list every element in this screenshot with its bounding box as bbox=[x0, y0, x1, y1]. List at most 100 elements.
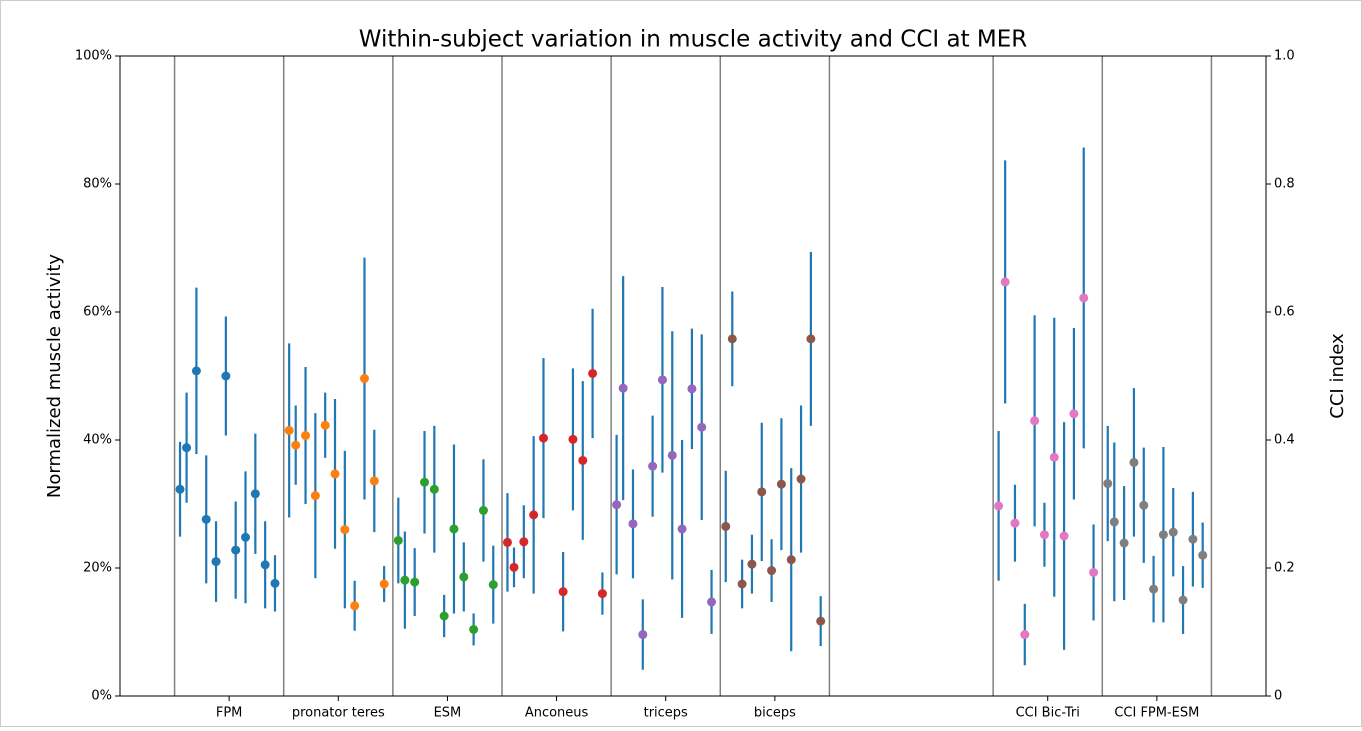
point bbox=[677, 524, 687, 534]
point bbox=[1039, 530, 1049, 540]
point bbox=[379, 579, 389, 589]
x-tick-label: pronator teres bbox=[292, 706, 385, 721]
point bbox=[231, 545, 241, 555]
point bbox=[558, 587, 568, 597]
chart-title: Within-subject variation in muscle activ… bbox=[359, 27, 1028, 53]
point bbox=[320, 420, 330, 430]
point bbox=[211, 557, 221, 567]
y2-tick-label: 0.6 bbox=[1274, 305, 1295, 320]
point bbox=[509, 562, 519, 572]
point bbox=[529, 510, 539, 520]
point bbox=[816, 616, 826, 626]
y2-tick-label: 0 bbox=[1274, 689, 1282, 704]
point bbox=[1129, 457, 1139, 467]
point bbox=[469, 624, 479, 634]
y-tick-label: 40% bbox=[83, 433, 112, 448]
y2-tick-label: 0.2 bbox=[1274, 561, 1295, 576]
point bbox=[806, 334, 816, 344]
point bbox=[291, 440, 301, 450]
point bbox=[1030, 416, 1040, 426]
x-tick-label: triceps bbox=[644, 706, 688, 721]
point bbox=[429, 484, 439, 494]
point bbox=[1168, 527, 1178, 537]
y-tick-label: 60% bbox=[83, 305, 112, 320]
point bbox=[786, 555, 796, 565]
y2-tick-label: 0.4 bbox=[1274, 433, 1295, 448]
point bbox=[721, 521, 731, 531]
point bbox=[201, 514, 211, 524]
point bbox=[538, 433, 548, 443]
point bbox=[1178, 595, 1188, 605]
point bbox=[330, 469, 340, 479]
point bbox=[488, 580, 498, 590]
point bbox=[502, 537, 512, 547]
point bbox=[393, 535, 403, 545]
point bbox=[1049, 452, 1059, 462]
point bbox=[221, 371, 231, 381]
point bbox=[420, 477, 430, 487]
x-tick-label: CCI FPM-ESM bbox=[1114, 706, 1199, 721]
point bbox=[747, 559, 757, 569]
point bbox=[301, 431, 311, 441]
point bbox=[340, 525, 350, 535]
y-tick-label: 0% bbox=[91, 689, 112, 704]
point bbox=[359, 374, 369, 384]
point bbox=[1010, 518, 1020, 528]
point bbox=[1000, 277, 1010, 287]
point bbox=[588, 368, 598, 378]
point bbox=[737, 579, 747, 589]
point bbox=[994, 501, 1004, 511]
point bbox=[1158, 530, 1168, 540]
point bbox=[478, 505, 488, 515]
point bbox=[1079, 293, 1089, 303]
point bbox=[796, 474, 806, 484]
point bbox=[628, 519, 638, 529]
point bbox=[1139, 500, 1149, 510]
point bbox=[182, 443, 192, 453]
point bbox=[578, 455, 588, 465]
point bbox=[260, 560, 270, 570]
x-tick-label: FPM bbox=[216, 706, 243, 721]
point bbox=[1089, 567, 1099, 577]
point bbox=[727, 334, 737, 344]
point bbox=[350, 601, 360, 611]
point bbox=[1188, 534, 1198, 544]
point bbox=[1069, 409, 1079, 419]
point bbox=[410, 577, 420, 587]
y2-axis-label: CCI index bbox=[1327, 333, 1348, 419]
point bbox=[597, 589, 607, 599]
point bbox=[241, 532, 251, 542]
point bbox=[191, 366, 201, 376]
point bbox=[1059, 531, 1069, 541]
x-tick-label: biceps bbox=[754, 706, 796, 721]
point bbox=[618, 383, 628, 393]
x-tick-label: CCI Bic-Tri bbox=[1016, 706, 1080, 721]
y-tick-label: 100% bbox=[75, 49, 112, 64]
point bbox=[1149, 584, 1159, 594]
y2-tick-label: 1.0 bbox=[1274, 49, 1295, 64]
point bbox=[284, 425, 294, 435]
point bbox=[1103, 479, 1113, 489]
x-tick-label: ESM bbox=[434, 706, 462, 721]
point bbox=[270, 578, 280, 588]
point bbox=[400, 575, 410, 585]
point bbox=[519, 537, 529, 547]
point bbox=[1198, 550, 1208, 560]
point bbox=[612, 500, 622, 510]
y-tick-label: 80% bbox=[83, 177, 112, 192]
point bbox=[175, 484, 185, 494]
point bbox=[250, 489, 260, 499]
point bbox=[1119, 538, 1129, 548]
point bbox=[667, 450, 677, 460]
point bbox=[776, 479, 786, 489]
y-tick-label: 20% bbox=[83, 561, 112, 576]
point bbox=[439, 611, 449, 621]
point bbox=[1109, 517, 1119, 527]
point bbox=[687, 384, 697, 394]
point bbox=[757, 487, 767, 497]
point bbox=[459, 572, 469, 582]
point bbox=[697, 422, 707, 432]
y2-tick-label: 0.8 bbox=[1274, 177, 1295, 192]
point bbox=[707, 597, 717, 607]
